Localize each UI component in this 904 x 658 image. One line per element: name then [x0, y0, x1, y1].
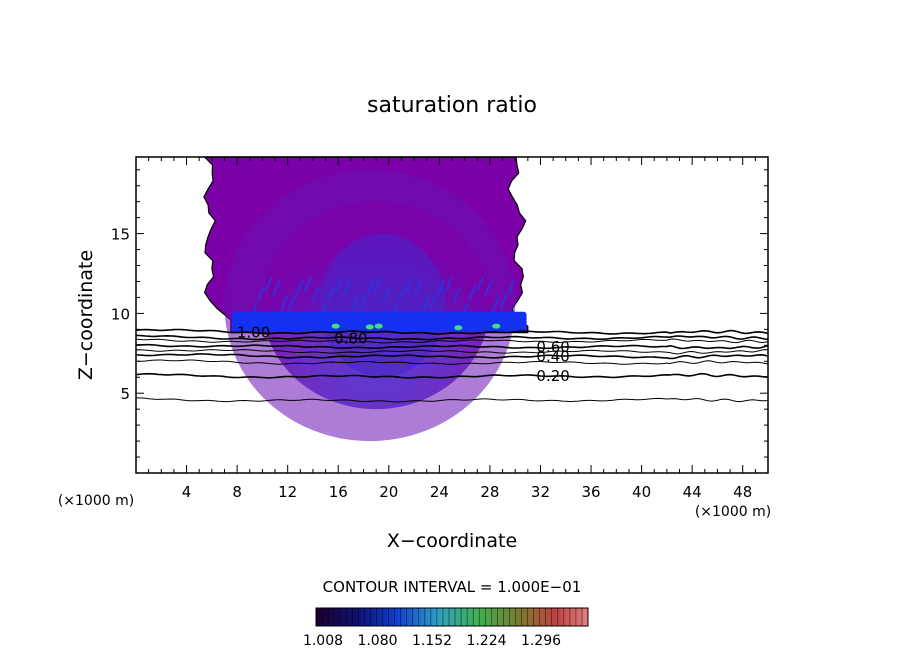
- streak: [444, 276, 454, 293]
- x-axis-label: X−coordinate: [387, 530, 517, 552]
- streak: [507, 279, 516, 295]
- x-tick-label: 32: [531, 483, 550, 501]
- colorbar-labels: 1.008 1.080 1.152 1.224 1.296: [303, 633, 561, 649]
- highlight-spot: [365, 324, 374, 330]
- x-unit-left: (×1000 m): [58, 493, 134, 509]
- x-unit-right: (×1000 m): [695, 504, 771, 520]
- dome-core: [319, 233, 446, 378]
- contour-line: [135, 359, 769, 365]
- streak: [381, 287, 391, 303]
- contour-line: [135, 338, 769, 344]
- x-tick-label: 44: [683, 483, 702, 501]
- highlight-spot: [331, 323, 340, 329]
- x-tick-label: 36: [581, 483, 600, 501]
- streak: [428, 294, 438, 310]
- contour-line: [135, 372, 768, 379]
- streak: [327, 286, 336, 302]
- streak: [491, 296, 501, 312]
- streak: [334, 276, 344, 292]
- contour-label: 0.80: [334, 329, 367, 347]
- colorbar: 1.008 1.080 1.152 1.224 1.296: [303, 607, 589, 649]
- chart-title: saturation ratio: [367, 93, 537, 118]
- y-tick-label: 15: [111, 226, 130, 244]
- y-tick-label: 10: [111, 305, 130, 323]
- saturated-band: [232, 311, 527, 332]
- streak: [280, 295, 289, 311]
- streak: [295, 279, 305, 296]
- highlight-spot: [374, 323, 383, 329]
- contour-line: [135, 328, 769, 335]
- x-tick-label: 20: [379, 483, 398, 501]
- x-tick-label: 48: [733, 483, 752, 501]
- colorbar-tick-label: 1.152: [412, 633, 452, 649]
- x-tick-label: 4: [182, 483, 192, 501]
- x-tick-label: 8: [232, 483, 242, 501]
- streak: [374, 276, 383, 293]
- colorbar-tick-label: 1.296: [521, 633, 561, 649]
- streak: [452, 287, 461, 303]
- streak: [287, 294, 297, 311]
- contour-line: [136, 397, 769, 403]
- plot-area: 1.00 0.80 0.600.400.20: [135, 156, 769, 442]
- streak: [303, 276, 312, 293]
- y-tick-label: 5: [120, 385, 130, 403]
- contour-label: 0.40: [536, 347, 569, 365]
- contour-line: [135, 353, 769, 360]
- colorbar-tick-label: 1.080: [357, 633, 397, 649]
- streak: [366, 279, 375, 295]
- streak: [311, 286, 320, 303]
- streak: [256, 286, 265, 302]
- contour-line: [135, 349, 769, 355]
- x-tick-label: 28: [480, 483, 499, 501]
- contour-label: 0.20: [536, 367, 569, 385]
- streak: [468, 285, 477, 301]
- streak: [476, 276, 485, 292]
- x-tick-label: 24: [430, 483, 449, 501]
- streak: [397, 285, 406, 301]
- streak: [405, 276, 414, 292]
- x-tick-label: 12: [278, 483, 297, 501]
- colorbar-tick-label: 1.224: [466, 633, 506, 649]
- streaks: [248, 276, 516, 321]
- y-axis-label: Z−coordinate: [75, 250, 97, 380]
- colorbar-gradient: [315, 607, 589, 627]
- streak: [499, 293, 508, 309]
- streak: [350, 295, 359, 312]
- x-tick-label: 40: [632, 483, 651, 501]
- streak: [421, 296, 430, 312]
- streak: [483, 280, 493, 297]
- streak: [272, 280, 281, 296]
- streak: [436, 279, 446, 295]
- contour-line: [136, 343, 769, 350]
- contour-lines: 1.00 0.80 0.600.400.20: [135, 324, 769, 403]
- colorbar-tick-label: 1.008: [303, 633, 343, 649]
- streak: [413, 280, 422, 296]
- streak: [342, 280, 352, 296]
- highlight-spot: [454, 325, 463, 331]
- contour-line: [135, 334, 769, 341]
- streak: [358, 294, 367, 310]
- colorbar-stripes: [321, 608, 583, 626]
- highlight-spot: [492, 323, 501, 329]
- streak: [264, 276, 273, 292]
- x-tick-label: 16: [329, 483, 348, 501]
- contour-label: 1.00: [237, 324, 270, 342]
- contour-interval-text: CONTOUR INTERVAL = 1.000E−01: [323, 578, 582, 596]
